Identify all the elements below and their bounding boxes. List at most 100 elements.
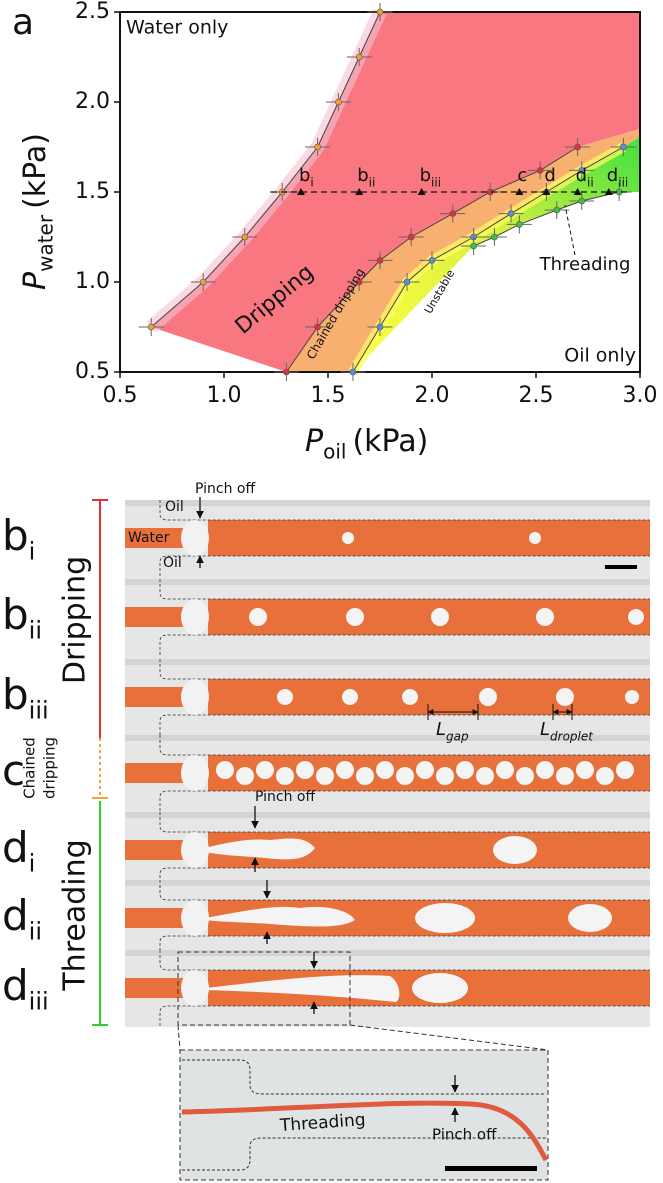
- inset-thread: [181, 1100, 549, 1162]
- data-point: [620, 143, 627, 151]
- row-label-base: d: [2, 823, 29, 872]
- marker-label-base: d: [544, 165, 555, 186]
- data-point: [199, 278, 207, 286]
- marker-label-base: d: [607, 165, 618, 186]
- water-inlet: [125, 607, 185, 627]
- row-label: biii: [2, 670, 49, 725]
- water-inlet: [125, 687, 185, 707]
- oil-bulb: [181, 679, 209, 715]
- y-tick-label: 2.5: [75, 0, 110, 24]
- data-point: [376, 257, 384, 264]
- marker-label: biii: [420, 165, 441, 189]
- data-point: [428, 257, 436, 264]
- droplet: [342, 689, 358, 705]
- region-threading: [352, 137, 640, 372]
- dimension-label-base: L: [436, 719, 446, 740]
- annotation: Oil: [165, 499, 184, 515]
- row-label-sub: iii: [29, 988, 49, 1016]
- channel-wall: [159, 812, 650, 888]
- region-label: Water only: [126, 17, 228, 39]
- condition-marker: [573, 188, 582, 195]
- row-label-base: b: [2, 590, 29, 639]
- droplet: [416, 761, 434, 779]
- water-inlet: [125, 528, 185, 548]
- droplet: [256, 761, 274, 779]
- droplet: [236, 767, 254, 785]
- droplet: [436, 767, 454, 785]
- data-point: [536, 167, 544, 174]
- channel-wall: [159, 659, 650, 735]
- row-label-base: c: [2, 746, 25, 795]
- region-chained: [286, 129, 640, 372]
- droplet: [431, 608, 449, 626]
- x-axis-label-base: P: [305, 424, 324, 459]
- row-label: dii: [2, 891, 42, 946]
- droplet: [536, 761, 554, 779]
- channel-wall: [159, 500, 650, 576]
- channel: [208, 520, 650, 556]
- row-divider: [125, 579, 650, 585]
- x-tick-label: 2.5: [519, 383, 554, 408]
- dimension-label-sub: gap: [446, 729, 469, 743]
- zoom-line: [349, 1024, 549, 1051]
- droplet: [625, 690, 639, 704]
- marker-label: d: [544, 165, 555, 186]
- annotation: Water: [128, 530, 170, 546]
- boundary-curve: [473, 191, 620, 247]
- x-tick-label: 1.5: [311, 383, 346, 408]
- y-tick-label: 1.0: [75, 269, 110, 294]
- data-point: [335, 98, 342, 106]
- dimension-label: Lgap: [436, 719, 469, 743]
- data-point: [578, 197, 586, 205]
- x-axis-label-unit: (kPa): [352, 424, 428, 459]
- dimension-label: Ldroplet: [540, 719, 594, 743]
- marker-label-sub: iii: [431, 175, 441, 189]
- y-axis-label-base: P: [18, 271, 53, 290]
- row-divider: [125, 880, 650, 886]
- row-label-sub: ii: [29, 617, 42, 645]
- water-inlet: [125, 978, 185, 998]
- marker-label-sub: i: [310, 175, 313, 189]
- water-inlet: [125, 763, 185, 783]
- channel: [208, 679, 650, 715]
- condition-marker: [542, 188, 551, 195]
- droplet: [415, 903, 475, 933]
- row-divider: [125, 500, 650, 506]
- row-divider: [125, 735, 650, 741]
- x-tick-label: 3.0: [623, 383, 658, 408]
- data-point: [507, 210, 515, 217]
- droplet: [479, 688, 497, 706]
- data-point: [403, 278, 411, 286]
- row-divider: [125, 812, 650, 818]
- data-point: [553, 206, 561, 214]
- droplet: [628, 609, 644, 625]
- row-label-sub: iii: [29, 697, 49, 725]
- row-label: c: [2, 746, 25, 795]
- dimension-label-base: L: [540, 719, 550, 740]
- marker-label: c: [517, 165, 527, 186]
- condition-marker: [604, 188, 613, 195]
- channel-wall: [159, 735, 650, 811]
- marker-label-sub: ii: [587, 175, 594, 189]
- x-axis-label: Poil (kPa): [305, 424, 428, 464]
- droplet: [616, 761, 634, 779]
- droplet: [342, 532, 354, 544]
- leader-line: [564, 204, 576, 256]
- data-point: [449, 210, 457, 217]
- water-inlet: [125, 908, 185, 928]
- data-point: [241, 233, 249, 241]
- row-label-sub: i: [29, 538, 36, 566]
- marker-label: bi: [299, 165, 314, 189]
- group-label: dripping: [41, 737, 59, 799]
- droplet: [249, 608, 267, 626]
- marker-label: diii: [607, 165, 628, 189]
- row-label: bi: [2, 511, 35, 566]
- droplet: [412, 973, 468, 1003]
- row-label-base: b: [2, 670, 29, 719]
- group-label: Chained: [21, 737, 39, 799]
- droplet: [336, 761, 354, 779]
- marker-label-sub: ii: [369, 175, 376, 189]
- data-point: [355, 53, 363, 61]
- droplet: [402, 689, 418, 705]
